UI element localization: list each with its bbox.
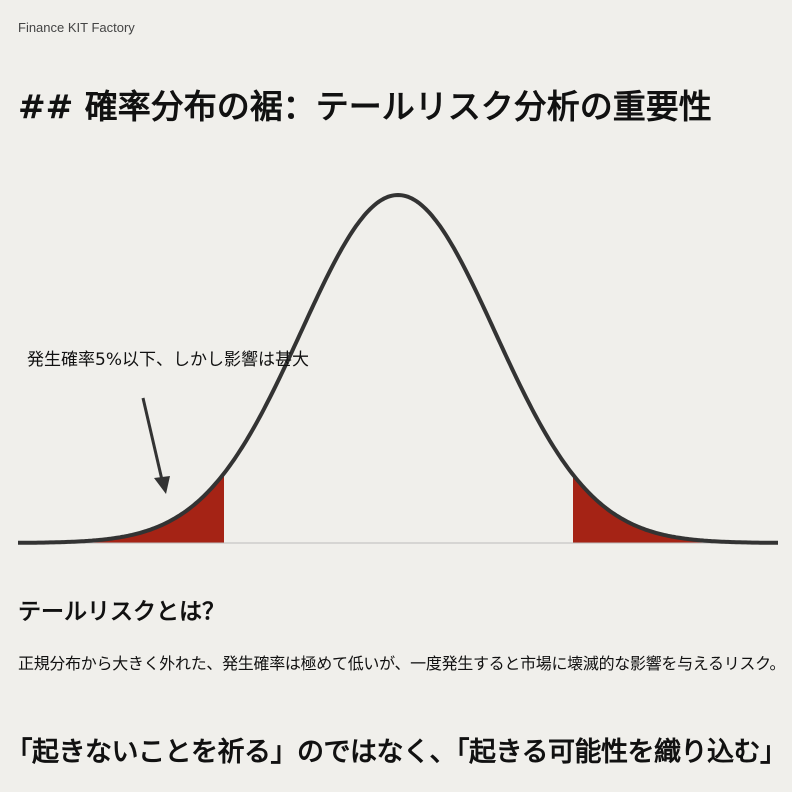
- section-heading: テールリスクとは？: [18, 599, 225, 625]
- left-tail-area: [60, 473, 224, 543]
- brand-label: Finance KIT Factory: [18, 20, 135, 35]
- right-tail-area: [573, 474, 740, 543]
- annotation-arrow: [141, 397, 164, 481]
- arrow-head-icon: [154, 476, 170, 494]
- page-title: ## 確率分布の裾：テールリスク分析の重要性: [18, 87, 712, 126]
- section-description: 正規分布から大きく外れた、発生確率は極めて低いが、一度発生すると市場に壊滅的な影…: [18, 654, 786, 673]
- key-message: 「起きないことを祈る」のではなく、「起きる可能性を織り込む」: [5, 737, 787, 768]
- bell-curve: [18, 192, 778, 545]
- tail-annotation: 発生確率5%以下、しかし影響は甚大: [27, 350, 309, 370]
